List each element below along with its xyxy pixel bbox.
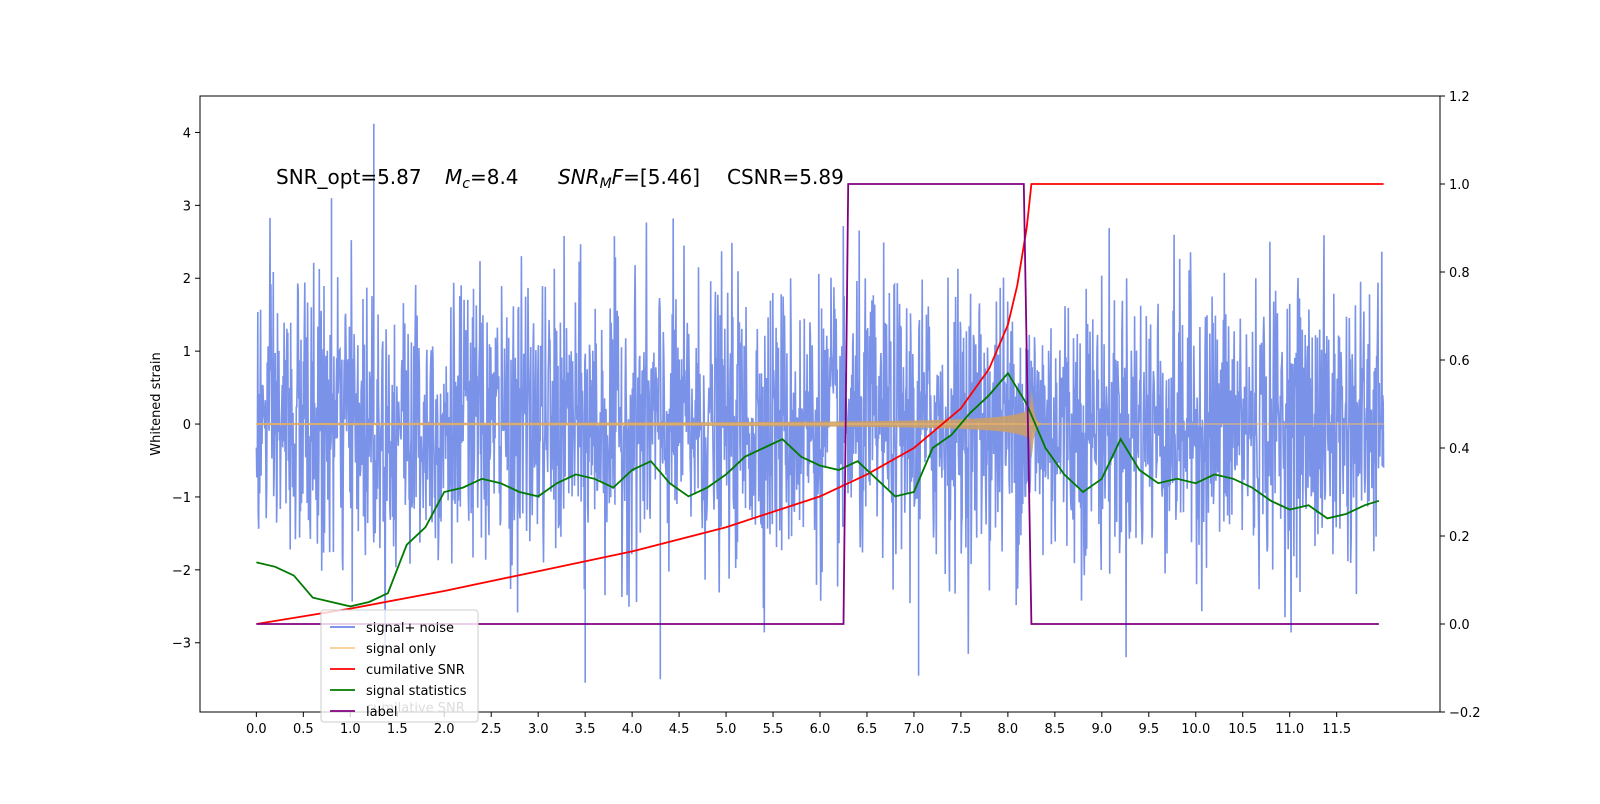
y-tick-label: 4 — [183, 126, 191, 141]
annotation-snrmf: SNRMF=[5.46] — [558, 165, 700, 192]
y-tick-label: 2 — [183, 272, 191, 287]
annotation-mc: Mc=8.4 — [445, 165, 519, 192]
legend-entry-label: signal only — [366, 642, 436, 657]
x-tick-label: 3.0 — [528, 722, 549, 737]
series-signal-noise — [255, 123, 1385, 683]
y-tick-label: −1 — [172, 491, 191, 506]
x-tick-label: 1.5 — [387, 722, 408, 737]
y-tick-label: 3 — [183, 199, 191, 214]
annotation-mc-symbol: M — [445, 165, 462, 189]
x-tick-label: 0.0 — [246, 722, 267, 737]
annotation-mc-sub: c — [462, 176, 470, 192]
annotation-csnr: CSNR=5.89 — [727, 165, 844, 189]
x-tick-label: 4.0 — [622, 722, 643, 737]
x-tick-label: 11.0 — [1275, 722, 1304, 737]
x-tick-label: 0.5 — [293, 722, 314, 737]
x-tick-label: 6.5 — [857, 722, 878, 737]
series-signal-statistics — [256, 371, 1380, 608]
y-axis-right: 1.2 1.0 0.8 0.6 0.4 0.2 0.0 −0.2 — [1440, 90, 1481, 721]
x-tick-label: 5.0 — [716, 722, 737, 737]
y-tick-label: 0 — [183, 418, 191, 433]
annotation-snrmf-symbol2: F — [612, 165, 624, 189]
y-tick-label: −2 — [172, 564, 191, 579]
x-tick-label: 9.0 — [1091, 722, 1112, 737]
annotation-snrmf-symbol: SNR — [558, 165, 600, 189]
annotation: SNR_opt=5.87 Mc=8.4 SNRMF=[5.46] CSNR=5.… — [276, 165, 844, 192]
y2-tick-label: 0.6 — [1449, 354, 1470, 369]
x-tick-label: 7.0 — [904, 722, 925, 737]
x-tick-label: 8.0 — [998, 722, 1019, 737]
y-axis-label: Whitened strain — [149, 352, 164, 455]
y-tick-label: −3 — [172, 637, 191, 652]
annotation-mc-value: =8.4 — [470, 165, 519, 189]
y2-tick-label: 0.0 — [1449, 618, 1470, 633]
x-tick-label: 10.5 — [1228, 722, 1257, 737]
legend-box — [320, 609, 479, 723]
series-label — [256, 183, 1379, 625]
legend: cumilative SNR signal+ noise signal only c… — [320, 609, 479, 723]
legend-entry-label: signal+ noise — [366, 621, 454, 636]
plot-layers — [255, 123, 1385, 683]
legend-entries: signal+ noise signal only cumilative SNR si… — [330, 621, 467, 720]
x-tick-label: 1.0 — [340, 722, 361, 737]
legend-entry-label: cumilative SNR — [366, 663, 465, 678]
y2-tick-label: 1.2 — [1449, 90, 1470, 105]
x-tick-label: 4.5 — [669, 722, 690, 737]
x-tick-label: 7.5 — [951, 722, 972, 737]
annotation-snr-opt: SNR_opt=5.87 — [276, 165, 422, 189]
annotation-snrmf-sub: M — [600, 176, 612, 192]
y2-tick-label: 0.4 — [1449, 442, 1470, 457]
x-tick-label: 6.0 — [810, 722, 831, 737]
x-tick-label: 10.0 — [1181, 722, 1210, 737]
x-tick-label: 5.5 — [763, 722, 784, 737]
legend-entry-label: signal statistics — [366, 684, 467, 699]
x-tick-label: 8.5 — [1045, 722, 1066, 737]
legend-entry-label: label — [366, 705, 397, 720]
y2-tick-label: 0.2 — [1449, 530, 1470, 545]
x-axis: 0.0 0.5 1.0 1.5 2.0 2.5 3.0 3.5 4.0 4.5 5.0 5.5 6.0 6… — [246, 712, 1351, 737]
y2-tick-label: −0.2 — [1449, 706, 1481, 721]
y2-tick-label: 0.8 — [1449, 266, 1470, 281]
annotation-snrmf-value: =[5.46] — [623, 165, 700, 189]
series-cumulative-snr — [256, 183, 1384, 625]
y-axis-left: 4 3 2 1 0 −1 −2 −3 — [172, 126, 200, 652]
x-tick-label: 11.5 — [1322, 722, 1351, 737]
x-tick-label: 2.5 — [481, 722, 502, 737]
x-tick-label: 3.5 — [575, 722, 596, 737]
legend-hidden-text: cumilative SNR — [366, 701, 465, 716]
x-tick-label: 9.5 — [1138, 722, 1159, 737]
y-tick-label: 1 — [183, 345, 191, 360]
y2-tick-label: 1.0 — [1449, 178, 1470, 193]
x-tick-label: 2.0 — [434, 722, 455, 737]
